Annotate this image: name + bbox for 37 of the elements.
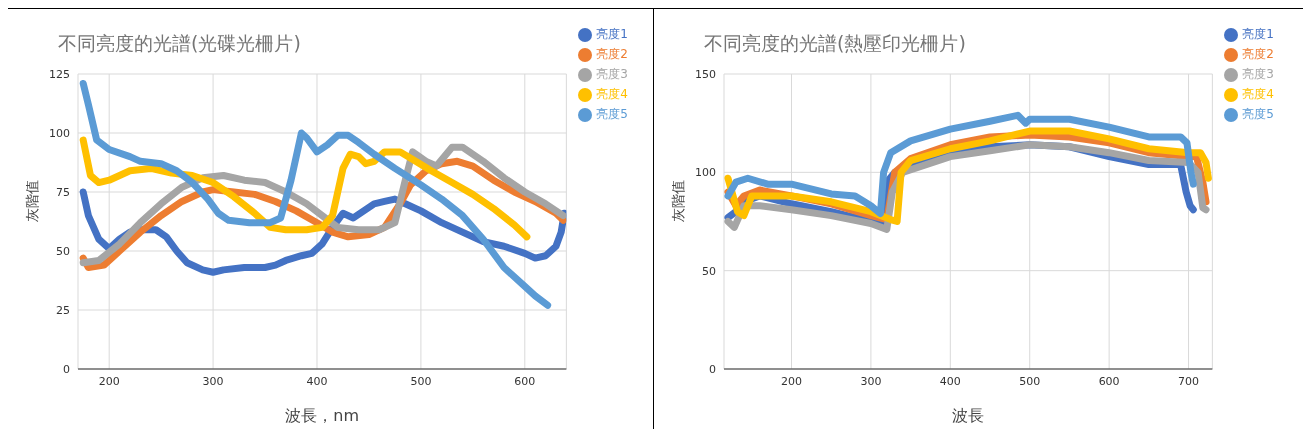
legend-label: 亮度1: [596, 27, 628, 41]
y-axis-title: 灰階值: [23, 179, 40, 222]
legend-label: 亮度5: [596, 107, 628, 121]
x-axis-title: 波長: [952, 406, 985, 425]
chart-title: 不同亮度的光譜(光碟光柵片): [58, 31, 301, 56]
y-tick-label: 0: [63, 362, 70, 376]
x-tick-label: 700: [1178, 374, 1200, 388]
legend-label: 亮度4: [596, 87, 628, 101]
y-axis-title: 灰階值: [669, 179, 686, 222]
y-tick-label: 25: [56, 303, 70, 317]
y-tick-label: 75: [56, 185, 70, 199]
y-tick-label: 0: [709, 362, 716, 376]
x-tick-label: 500: [410, 374, 432, 388]
x-tick-label: 500: [1019, 374, 1041, 388]
x-tick-label: 200: [781, 374, 802, 388]
legend-label: 亮度5: [1242, 107, 1274, 121]
x-axis-title: 波長，nm: [285, 406, 360, 425]
x-tick-label: 600: [514, 374, 536, 388]
legend-label: 亮度2: [1242, 47, 1274, 61]
x-tick-label: 400: [939, 374, 961, 388]
legend-label: 亮度3: [1242, 67, 1274, 81]
x-tick-label: 200: [98, 374, 120, 388]
x-tick-label: 400: [306, 374, 328, 388]
y-tick-label: 50: [702, 264, 716, 278]
y-tick-label: 50: [56, 244, 70, 258]
legend-label: 亮度1: [1242, 27, 1274, 41]
y-tick-label: 150: [695, 67, 716, 81]
chart-title: 不同亮度的光譜(熱壓印光柵片): [704, 31, 966, 56]
legend-label: 亮度4: [1242, 87, 1274, 101]
x-tick-label: 300: [202, 374, 224, 388]
y-tick-label: 100: [695, 166, 716, 180]
legend-label: 亮度3: [596, 67, 628, 81]
x-tick-label: 600: [1098, 374, 1120, 388]
x-tick-label: 300: [860, 374, 882, 388]
legend-label: 亮度2: [596, 47, 628, 61]
y-tick-label: 100: [49, 126, 70, 140]
y-tick-label: 125: [49, 67, 70, 81]
